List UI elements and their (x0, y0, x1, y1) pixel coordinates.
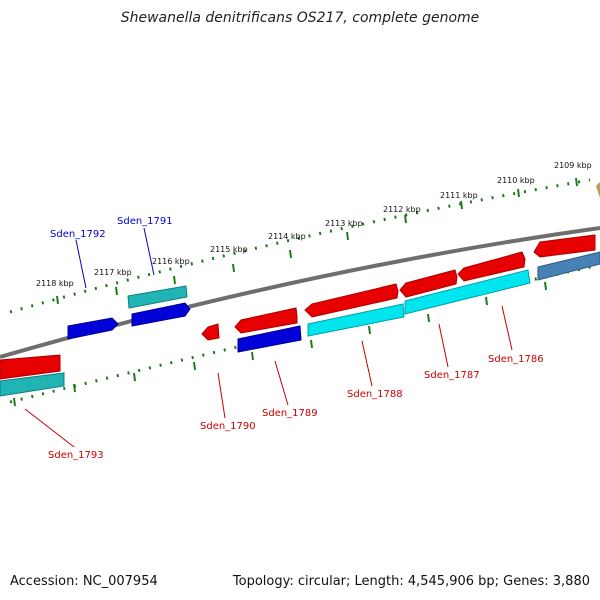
inner-major-ticks (13, 281, 547, 407)
gene-arrow (0, 354, 61, 380)
kbp-label: 2110 kbp (497, 176, 535, 185)
kbp-label: 2112 kbp (383, 205, 421, 214)
gene-arrow (237, 325, 302, 353)
gene-arrow (399, 269, 458, 298)
gene-arrow (304, 283, 399, 318)
gene-label: Sden_1791 (117, 216, 173, 227)
kbp-label: 2117 kbp (94, 268, 132, 277)
kbp-label: 2114 kbp (268, 232, 306, 241)
reverse-genes (67, 302, 302, 353)
accession-text: Accession: NC_007954 (10, 574, 158, 589)
gene-arrow (131, 302, 191, 327)
cds-bar (404, 269, 531, 315)
map-title: Shewanella denitrificans OS217, complete… (120, 10, 480, 26)
outer-tick-ring (9, 178, 591, 314)
kbp-label: 2109 kbp (554, 161, 592, 170)
cds-bar (127, 285, 188, 309)
kbp-label: 2113 kbp (325, 219, 363, 228)
forward-genes (0, 234, 596, 380)
cds-bar (537, 251, 600, 281)
gene-arrow (201, 323, 220, 341)
kbp-label: 2118 kbp (36, 279, 74, 288)
gene-label: Sden_1790 (200, 421, 256, 432)
gene-label: Sden_1793 (48, 450, 104, 461)
cds-bar (307, 303, 405, 337)
label-leaders (24, 227, 513, 448)
gene-label: Sden_1788 (347, 389, 403, 400)
gene-label: Sden_1787 (424, 370, 480, 381)
partial-feature (596, 182, 600, 198)
cds-bar (0, 372, 65, 397)
topology-text: Topology: circular; Length: 4,545,906 bp… (232, 574, 590, 589)
kbp-label: 2115 kbp (210, 245, 248, 254)
gene-arrow (457, 251, 526, 282)
gene-arrow (67, 317, 119, 340)
outer-major-ticks (56, 177, 578, 305)
gene-label: Sden_1789 (262, 408, 318, 419)
gene-arrow (234, 307, 298, 334)
kbp-label: 2111 kbp (440, 191, 478, 200)
gene-label: Sden_1792 (50, 229, 106, 240)
kbp-label: 2116 kbp (152, 257, 190, 266)
gene-arrow (533, 234, 596, 258)
gene-label: Sden_1786 (488, 354, 544, 365)
cds-features (0, 251, 600, 397)
